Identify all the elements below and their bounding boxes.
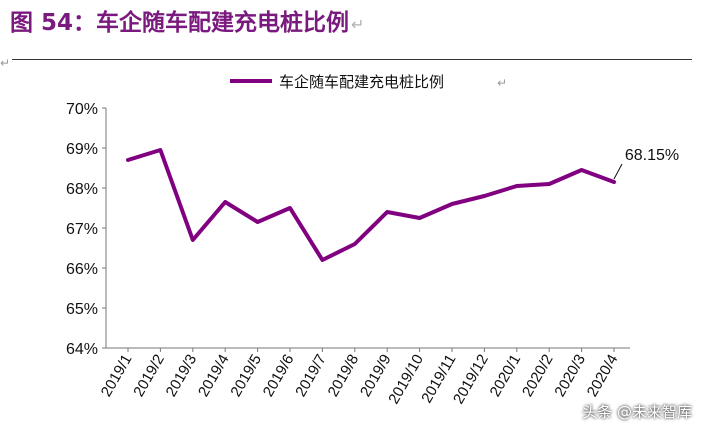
title-rule (12, 59, 692, 60)
x-tick-label: 2019/6 (260, 352, 298, 400)
y-tick-label: 68% (66, 181, 98, 198)
paragraph-mark-icon: ↵ (0, 56, 11, 70)
x-tick-label: 2019/5 (227, 352, 265, 400)
figure-title-text: 图 54：车企随车配建充电桩比例 (10, 10, 350, 36)
data-label: 68.15% (625, 147, 679, 164)
x-tick-label: 2020/1 (487, 352, 525, 400)
y-tick-label: 64% (66, 341, 98, 358)
series-line (126, 148, 616, 262)
paragraph-mark-icon: ↵ (497, 76, 507, 90)
y-tick-label: 69% (66, 141, 98, 158)
data-label-leader (613, 163, 623, 180)
watermark: 头条 @未来智库 (582, 403, 692, 421)
x-tick-label: 2020/3 (551, 352, 589, 400)
x-tick-label: 2019/3 (163, 352, 201, 400)
x-tick-label: 2020/4 (584, 352, 622, 400)
legend-label: 车企随车配建充电桩比例 (279, 73, 444, 91)
x-tick-label: 2019/8 (325, 352, 363, 400)
x-tick-label: 2019/7 (292, 352, 330, 400)
x-tick-label: 2019/1 (98, 352, 136, 400)
y-tick-label: 66% (66, 261, 98, 278)
paragraph-mark-icon: ↵ (351, 15, 365, 34)
y-tick-label: 70% (66, 101, 98, 118)
x-tick-label: 2019/4 (195, 352, 233, 400)
y-tick-label: 65% (66, 301, 98, 318)
y-tick-label: 67% (66, 221, 98, 238)
figure-title: 图 54：车企随车配建充电桩比例 ↵ (10, 6, 364, 40)
x-tick-label: 2020/2 (519, 352, 557, 400)
x-tick-label: 2019/2 (130, 352, 168, 400)
